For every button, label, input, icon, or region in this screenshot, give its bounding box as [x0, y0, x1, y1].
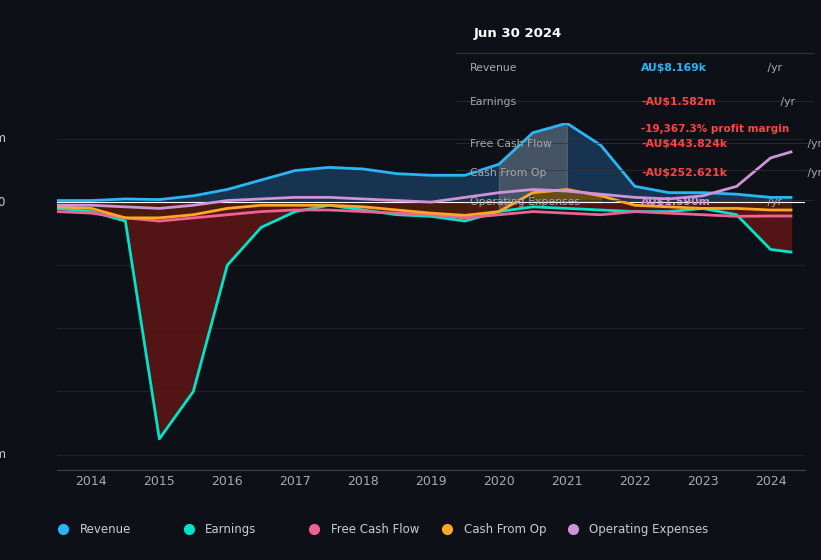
Text: -AU$443.824k: -AU$443.824k: [641, 139, 727, 148]
Text: /yr: /yr: [805, 139, 821, 148]
Text: Revenue: Revenue: [80, 522, 131, 536]
Text: Jun 30 2024: Jun 30 2024: [474, 27, 562, 40]
Text: Operating Expenses: Operating Expenses: [589, 522, 709, 536]
Text: Cash From Op: Cash From Op: [470, 168, 547, 178]
Text: AU$2m: AU$2m: [0, 133, 7, 146]
Text: Revenue: Revenue: [470, 63, 517, 73]
Text: Free Cash Flow: Free Cash Flow: [470, 139, 552, 148]
Text: /yr: /yr: [764, 198, 782, 207]
Text: AU$8.169k: AU$8.169k: [641, 63, 707, 73]
Text: /yr: /yr: [777, 97, 795, 106]
Text: AU$1.590m: AU$1.590m: [641, 198, 711, 207]
Text: Operating Expenses: Operating Expenses: [470, 198, 580, 207]
Text: Earnings: Earnings: [205, 522, 256, 536]
Text: -19,367.3% profit margin: -19,367.3% profit margin: [641, 124, 790, 134]
Text: -AU$1.582m: -AU$1.582m: [641, 97, 716, 106]
Text: -AU$252.621k: -AU$252.621k: [641, 168, 727, 178]
Text: /yr: /yr: [764, 63, 782, 73]
Text: /yr: /yr: [805, 168, 821, 178]
Text: AU$0: AU$0: [0, 195, 7, 209]
Text: Cash From Op: Cash From Op: [464, 522, 546, 536]
Text: Earnings: Earnings: [470, 97, 517, 106]
Text: Free Cash Flow: Free Cash Flow: [331, 522, 419, 536]
Text: -AU$8m: -AU$8m: [0, 448, 7, 461]
